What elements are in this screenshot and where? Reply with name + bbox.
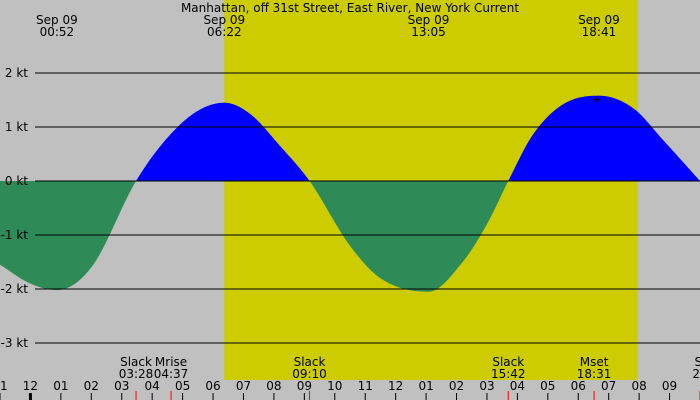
top-date-label: Sep 09 (578, 13, 620, 27)
top-date-label: Sep 09 (36, 13, 78, 27)
event-name-label: Slack (120, 355, 152, 369)
hour-tick-label: 09 (297, 379, 312, 393)
y-tick-label: -1 kt (1, 228, 29, 242)
hour-ticks: 11 12 01 02 03 04 05 06 07 08 09 10 11 12 01 02 03 04 05 06… (0, 379, 677, 400)
top-time-label: 06:22 (207, 25, 242, 39)
hour-tick-label: 04 (510, 379, 525, 393)
hour-tick-label: 08 (266, 379, 281, 393)
hour-tick-label: 09 (662, 379, 677, 393)
hour-tick-label: 12 (388, 379, 403, 393)
hour-tick-label: 05 (540, 379, 555, 393)
top-date-label: Sep 09 (408, 13, 450, 27)
hour-tick-label: 03 (479, 379, 494, 393)
hour-tick-label: 02 (84, 379, 99, 393)
hour-tick-label: 07 (601, 379, 616, 393)
hour-tick-label: 07 (236, 379, 251, 393)
hour-tick-label: 01 (53, 379, 68, 393)
gridlines (35, 72, 700, 344)
event-labels: Slack03:28Mrise04:37Slack09:10Slack15:42… (119, 355, 700, 400)
top-date-label: Sep 09 (203, 13, 245, 27)
hour-tick-label: 04 (145, 379, 160, 393)
hour-tick-label: 11 (358, 379, 373, 393)
event-name-label: Slack (294, 355, 326, 369)
hour-tick-label: 06 (571, 379, 586, 393)
event-time-label: 15:42 (491, 367, 526, 381)
event-name-label: Mrise (155, 355, 187, 369)
event-name-label: Slack (492, 355, 524, 369)
hour-tick-label: 01 (418, 379, 433, 393)
hour-tick-label: 08 (631, 379, 646, 393)
top-time-label: 00:52 (40, 25, 75, 39)
event-time-label: 04:37 (154, 367, 189, 381)
y-tick-label: -3 kt (1, 336, 29, 350)
y-tick-label: 1 kt (5, 120, 28, 134)
hour-tick-label: 05 (175, 379, 190, 393)
event-time-label: 18:31 (577, 367, 612, 381)
peak-marker (593, 96, 600, 103)
hour-tick-label: 11 (0, 379, 8, 393)
y-tick-labels: 2 kt 1 kt 0 kt -1 kt -2 kt -3 kt (1, 66, 29, 350)
flood-current-area (0, 95, 700, 181)
hour-tick-label: 03 (114, 379, 129, 393)
top-time-label: 13:05 (411, 25, 446, 39)
event-time-label: 09:10 (292, 367, 327, 381)
current-areas (0, 95, 700, 292)
hour-tick-label: 10 (327, 379, 342, 393)
event-time-label: 03:28 (119, 367, 154, 381)
y-tick-label: 2 kt (5, 66, 28, 80)
event-name-label: Mset (580, 355, 609, 369)
event-time-label: 21 (692, 367, 700, 381)
top-time-label: 18:41 (582, 25, 617, 39)
chart-title: Manhattan, off 31st Street, East River, … (181, 1, 519, 15)
hour-tick-label: 06 (205, 379, 220, 393)
hour-tick-label: 12 (23, 379, 38, 393)
event-name-label: Sl (695, 355, 700, 369)
ebb-current-area (0, 181, 700, 292)
y-tick-label: -2 kt (1, 282, 29, 296)
hour-tick-label: 02 (449, 379, 464, 393)
y-tick-label: 0 kt (5, 174, 28, 188)
